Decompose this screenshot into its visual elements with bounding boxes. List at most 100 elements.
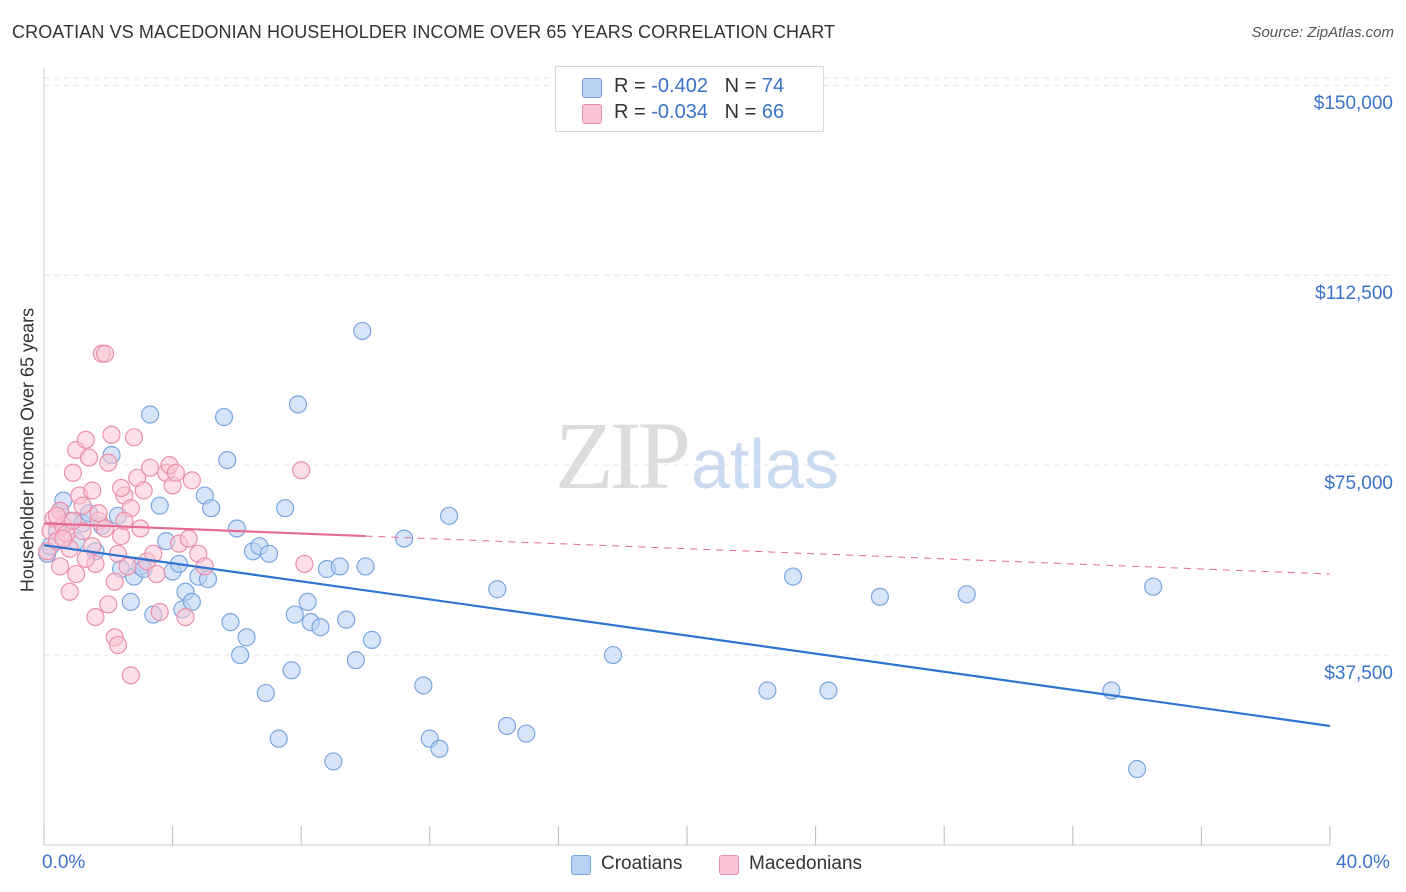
trend-lines — [43, 522, 1331, 728]
croatians-point-72 — [1144, 577, 1163, 596]
macedonians-swatch — [582, 104, 602, 124]
croatians-trend-line — [43, 544, 1331, 728]
r-label: R = — [614, 75, 652, 97]
n-label: N = — [724, 101, 762, 123]
croatians-legend-label: Croatians — [601, 853, 683, 874]
croatians-point-58 — [414, 676, 433, 695]
croatians-point-53 — [346, 651, 365, 670]
croatians-point-30 — [202, 499, 221, 518]
croatians-swatch — [582, 78, 602, 98]
croatians-point-64 — [517, 724, 536, 743]
macedonians-point-25 — [118, 557, 137, 576]
croatians-point-63 — [497, 716, 517, 736]
croatians-point-18 — [140, 405, 160, 424]
r-value-macedonians: -0.034 — [651, 101, 708, 123]
macedonians-point-45 — [63, 511, 83, 530]
macedonians-point-44 — [54, 529, 73, 548]
croatians-point-57 — [394, 529, 414, 548]
x-tick-label-min: 0.0% — [42, 852, 86, 873]
croatians-point-42 — [276, 499, 295, 518]
croatians-point-46 — [298, 592, 317, 612]
croatians-point-45 — [288, 395, 308, 414]
croatians-point-36 — [237, 628, 256, 647]
croatians-point-51 — [330, 557, 349, 576]
croatians-point-65 — [603, 645, 623, 665]
macedonians-point-65 — [50, 557, 70, 576]
macedonians-point-21 — [105, 572, 124, 591]
croatians-point-33 — [221, 613, 240, 632]
y-tick-label-3: $150,000 — [1313, 93, 1393, 115]
croatians-point-52 — [337, 610, 356, 629]
macedonians-point-57 — [292, 461, 311, 480]
watermark-atlas: atlas — [691, 425, 839, 503]
macedonians-legend-label: Macedonians — [749, 853, 863, 874]
n-label: N = — [724, 75, 762, 97]
croatians-point-26 — [182, 592, 201, 612]
macedonians-point-47 — [83, 481, 102, 500]
macedonians-point-55 — [86, 607, 105, 627]
macedonians-point-48 — [89, 504, 108, 523]
croatians-legend-swatch — [571, 855, 591, 875]
croatians-point-67 — [783, 567, 803, 586]
croatians-point-40 — [259, 544, 279, 563]
macedonians-point-20 — [102, 425, 121, 444]
macedonians-point-46 — [73, 496, 92, 515]
macedonians-point-58 — [295, 554, 314, 574]
croatians-point-50 — [324, 752, 343, 771]
y-tick-label-0: $37,500 — [1324, 663, 1393, 685]
croatians-point-54 — [353, 321, 372, 341]
croatians-point-69 — [870, 587, 890, 606]
macedonians-legend-swatch — [719, 855, 739, 875]
macedonians-point-52 — [115, 511, 134, 530]
croatians-point-61 — [439, 506, 459, 525]
macedonians-point-32 — [144, 544, 163, 563]
macedonians-point-13 — [79, 448, 99, 467]
macedonians-point-49 — [99, 595, 118, 614]
r-label: R = — [614, 101, 652, 123]
n-value-macedonians: 66 — [761, 101, 785, 123]
macedonians-point-51 — [108, 635, 128, 655]
watermark: ZIPatlas — [555, 400, 839, 511]
croatians-point-56 — [362, 630, 382, 649]
croatians-point-35 — [231, 645, 250, 665]
croatians-point-62 — [488, 580, 507, 599]
correlation-legend: R = -0.402 N = 74 R = -0.034 N = 66 — [555, 66, 824, 132]
macedonians-point-39 — [176, 607, 195, 627]
macedonians-point-40 — [182, 471, 201, 490]
macedonians-point-62 — [112, 478, 131, 498]
croatians-point-41 — [269, 729, 288, 748]
croatians-point-70 — [957, 585, 976, 604]
axes — [43, 68, 1331, 846]
macedonians-point-18 — [95, 344, 115, 363]
macedonians-point-23 — [112, 526, 131, 546]
croatians-point-34 — [227, 519, 246, 538]
macedonians-point-37 — [166, 463, 185, 482]
watermark-zip: ZIP — [555, 402, 691, 509]
x-tick-label-max: 40.0% — [1336, 852, 1390, 873]
macedonians-point-63 — [147, 564, 166, 584]
macedonians-trend-line-dashed — [365, 535, 1331, 575]
gridlines — [44, 77, 1395, 656]
croatians-point-60 — [430, 739, 449, 758]
croatians-point-20 — [150, 496, 169, 515]
series-legend: Croatians Macedonians — [0, 853, 1406, 877]
legend-text-macedonians: R = -0.034 N = 66 — [614, 101, 784, 124]
y-tick-label-1: $75,000 — [1324, 473, 1393, 495]
macedonians-point-8 — [63, 463, 83, 482]
croatians-point-48 — [311, 618, 330, 637]
n-value-croatians: 74 — [761, 75, 785, 97]
macedonians-point-19 — [99, 453, 118, 472]
macedonians-point-43 — [47, 506, 66, 525]
macedonians-point-33 — [150, 602, 169, 622]
y-axis-title: Householder Income Over 65 years — [17, 307, 38, 593]
croatians-points — [38, 321, 1163, 779]
chart-source: Source: ZipAtlas.com — [1251, 24, 1394, 41]
macedonians-trend-line-solid — [43, 522, 366, 538]
macedonians-point-27 — [124, 428, 144, 447]
croatians-point-39 — [256, 683, 275, 703]
macedonians-point-64 — [179, 529, 198, 548]
croatians-point-55 — [356, 557, 375, 576]
croatians-point-43 — [282, 661, 301, 680]
legend-text-croatians: R = -0.402 N = 74 — [614, 75, 784, 98]
